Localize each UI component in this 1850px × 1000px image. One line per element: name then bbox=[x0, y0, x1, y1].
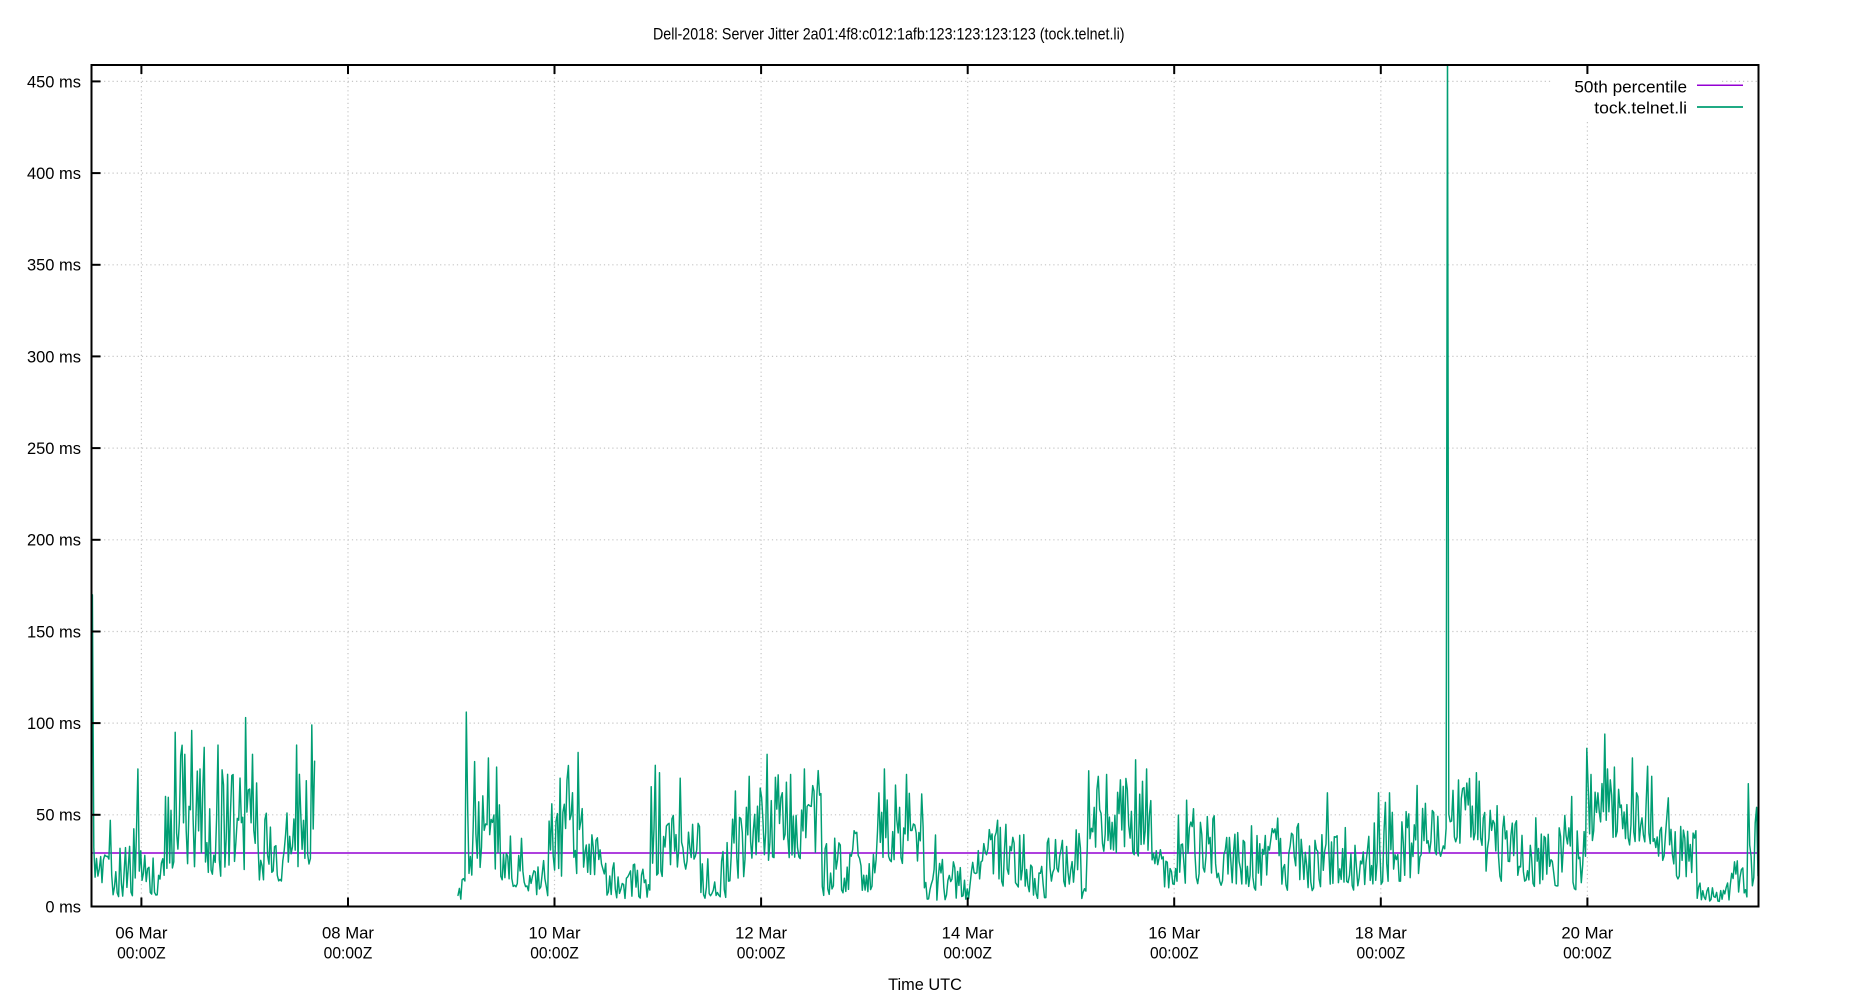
svg-text:00:00Z: 00:00Z bbox=[1563, 945, 1612, 963]
svg-text:20 Mar: 20 Mar bbox=[1561, 925, 1614, 943]
svg-text:200 ms: 200 ms bbox=[27, 532, 81, 550]
svg-text:400 ms: 400 ms bbox=[27, 165, 81, 183]
svg-text:50 ms: 50 ms bbox=[36, 807, 81, 825]
svg-text:00:00Z: 00:00Z bbox=[1150, 945, 1199, 963]
svg-text:12 Mar: 12 Mar bbox=[735, 925, 788, 943]
svg-text:tock.telnet.li: tock.telnet.li bbox=[1594, 100, 1687, 118]
svg-text:Time UTC: Time UTC bbox=[888, 976, 962, 994]
svg-text:450 ms: 450 ms bbox=[27, 73, 81, 91]
svg-text:00:00Z: 00:00Z bbox=[324, 945, 373, 963]
svg-text:06 Mar: 06 Mar bbox=[115, 925, 168, 943]
svg-text:Dell-2018: Server Jitter 2a01:: Dell-2018: Server Jitter 2a01:4f8:c012:1… bbox=[653, 24, 1125, 43]
svg-text:00:00Z: 00:00Z bbox=[1357, 945, 1406, 963]
svg-text:00:00Z: 00:00Z bbox=[737, 945, 786, 963]
svg-text:08 Mar: 08 Mar bbox=[322, 925, 375, 943]
svg-text:10 Mar: 10 Mar bbox=[529, 925, 582, 943]
svg-text:150 ms: 150 ms bbox=[27, 623, 81, 641]
svg-text:18 Mar: 18 Mar bbox=[1355, 925, 1408, 943]
svg-text:14 Mar: 14 Mar bbox=[942, 925, 995, 943]
svg-text:16 Mar: 16 Mar bbox=[1148, 925, 1201, 943]
svg-text:100 ms: 100 ms bbox=[27, 715, 81, 733]
svg-text:50th percentile: 50th percentile bbox=[1574, 78, 1687, 96]
svg-text:250 ms: 250 ms bbox=[27, 440, 81, 458]
svg-text:350 ms: 350 ms bbox=[27, 257, 81, 275]
svg-text:300 ms: 300 ms bbox=[27, 348, 81, 366]
svg-text:00:00Z: 00:00Z bbox=[943, 945, 992, 963]
svg-text:00:00Z: 00:00Z bbox=[117, 945, 166, 963]
svg-text:0 ms: 0 ms bbox=[45, 898, 81, 916]
svg-text:00:00Z: 00:00Z bbox=[530, 945, 579, 963]
